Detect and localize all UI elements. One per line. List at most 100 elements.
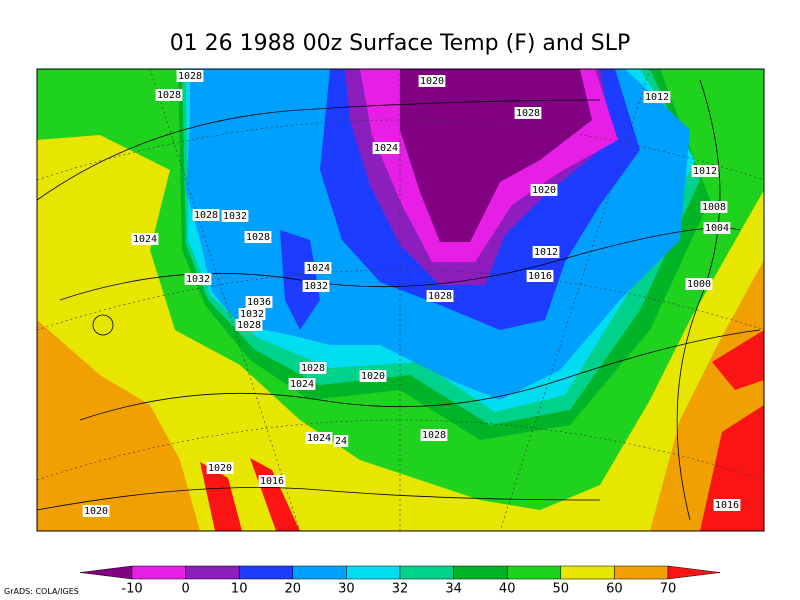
credit: GrADS: COLA/IGES bbox=[4, 587, 79, 596]
colorbar-label: 50 bbox=[553, 582, 570, 597]
isobar-label: 1012 bbox=[534, 247, 558, 258]
colorbar: -10 0 10 20 30 32 34 40 50 60 70 bbox=[79, 565, 721, 597]
isobar-label: 1020 bbox=[532, 185, 556, 196]
isobar-label: 1028 bbox=[428, 291, 452, 302]
isobar-label-box bbox=[304, 262, 332, 274]
isobar-label-box bbox=[372, 142, 400, 154]
isobar-label-box bbox=[703, 222, 731, 234]
isobar-label-box bbox=[206, 462, 234, 474]
colorbar-box bbox=[560, 565, 615, 580]
isobar-label-box bbox=[713, 499, 741, 511]
isobar-label-box bbox=[359, 370, 387, 382]
longitude-line bbox=[149, 69, 301, 531]
isobar-label-box bbox=[685, 278, 713, 290]
isobar-label-box bbox=[155, 89, 183, 101]
colorbar-label: 10 bbox=[231, 582, 248, 597]
colorbar-label: 30 bbox=[338, 582, 355, 597]
isobar-label: 1012 bbox=[693, 166, 717, 177]
latitude-line bbox=[37, 269, 764, 331]
isobar-label: 1024 bbox=[306, 263, 330, 274]
isobar-label-box bbox=[532, 246, 560, 258]
isobar-label: 1008 bbox=[702, 202, 726, 213]
colorbar-label: 32 bbox=[392, 582, 409, 597]
isobar bbox=[79, 329, 761, 421]
temperature-field bbox=[37, 69, 764, 531]
isobar-label: 1000 bbox=[687, 279, 711, 290]
isobar-label: 1032 bbox=[223, 211, 247, 222]
isobar-label: 1020 bbox=[420, 76, 444, 87]
isobar-label: 1028 bbox=[422, 430, 446, 441]
colorbar-arrow bbox=[667, 565, 721, 580]
temp-area bbox=[400, 69, 592, 242]
isobar-label-box bbox=[245, 296, 273, 308]
isobar-label: 1036 bbox=[247, 297, 271, 308]
isobar-label: 1028 bbox=[301, 363, 325, 374]
isobar-label-box bbox=[235, 319, 263, 331]
isobar bbox=[37, 487, 601, 511]
colorbar-label: -10 bbox=[121, 582, 142, 597]
isobar-label-box bbox=[131, 233, 159, 245]
isobar-label: 1024 bbox=[133, 234, 157, 245]
isobar-label: 1028 bbox=[157, 90, 181, 101]
isobar-label: 1028 bbox=[194, 210, 218, 221]
isobar-label-box bbox=[244, 231, 272, 243]
isobar-label-box bbox=[691, 165, 719, 177]
isobar-label: 1032 bbox=[304, 281, 328, 292]
isobar-label: 1024 bbox=[290, 379, 314, 390]
isobar-label-box bbox=[700, 201, 728, 213]
colorbar-box bbox=[614, 565, 669, 580]
longitude-line bbox=[499, 69, 651, 531]
isobar-label-box bbox=[643, 91, 671, 103]
isobar-label: 1028 bbox=[516, 108, 540, 119]
isobar-label: 1016 bbox=[715, 500, 739, 511]
colorbar-box bbox=[292, 565, 347, 580]
isobar-label-box bbox=[82, 505, 110, 517]
colorbar-box bbox=[185, 565, 240, 580]
isobar-label-box bbox=[238, 308, 266, 320]
isobar bbox=[59, 227, 741, 301]
isobar bbox=[676, 79, 721, 521]
latitude-line bbox=[37, 119, 764, 181]
isobars bbox=[37, 79, 761, 521]
isobar-label-box bbox=[305, 432, 333, 444]
colorbar-label: 34 bbox=[445, 582, 462, 597]
isobar-label: 1032 bbox=[240, 309, 264, 320]
isobar-label: 1028 bbox=[237, 320, 261, 331]
isobar-label-box bbox=[333, 435, 349, 447]
temp-area bbox=[200, 462, 242, 531]
isobar-label-box bbox=[288, 378, 316, 390]
colorbar-label: 70 bbox=[660, 582, 677, 597]
colorbar-box bbox=[346, 565, 401, 580]
colorbar-box bbox=[238, 565, 294, 580]
isobar bbox=[92, 314, 114, 336]
isobar-label: 1020 bbox=[361, 371, 385, 382]
isobar-label: 1012 bbox=[645, 92, 669, 103]
temp-area bbox=[37, 135, 764, 531]
isobar-label-box bbox=[530, 184, 558, 196]
isobar-label: 1028 bbox=[246, 232, 270, 243]
colorbar-label: 20 bbox=[285, 582, 302, 597]
isobar-label-box bbox=[420, 429, 448, 441]
colorbar-box bbox=[131, 565, 186, 580]
colorbar-arrow bbox=[79, 565, 133, 580]
colorbar-box bbox=[506, 565, 562, 580]
isobar-label-box bbox=[299, 362, 327, 374]
isobar-label: 1028 bbox=[178, 71, 202, 82]
isobar-label-box bbox=[176, 70, 204, 82]
colorbar-box bbox=[399, 565, 454, 580]
isobar-label-box bbox=[418, 75, 446, 87]
colorbar-label: 40 bbox=[499, 582, 516, 597]
temp-area bbox=[712, 330, 764, 390]
isobar-label: 1016 bbox=[528, 271, 552, 282]
map-frame bbox=[36, 68, 765, 532]
isobar-label: 1020 bbox=[84, 506, 108, 517]
isobar-label-box bbox=[184, 273, 212, 285]
isobar-label-box bbox=[192, 209, 220, 221]
isobar-label: 1020 bbox=[208, 463, 232, 474]
isobar-label-box bbox=[221, 210, 249, 222]
isobar-label: 1016 bbox=[260, 476, 284, 487]
title: 01 26 1988 00z Surface Temp (F) and SLP bbox=[170, 31, 631, 56]
isobar-label-box bbox=[426, 290, 454, 302]
